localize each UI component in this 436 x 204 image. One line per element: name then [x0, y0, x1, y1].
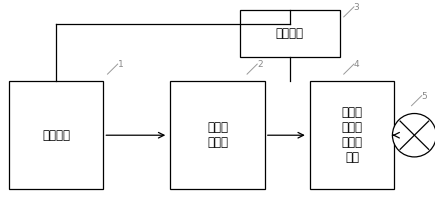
Text: 1: 1	[117, 60, 123, 69]
Bar	[9, 81, 103, 190]
Text: 2: 2	[257, 60, 262, 69]
Ellipse shape	[392, 113, 436, 157]
Bar	[170, 81, 265, 190]
Bar	[310, 81, 395, 190]
Text: 3: 3	[354, 3, 360, 12]
Text: 5: 5	[422, 92, 427, 101]
Text: 4: 4	[354, 60, 359, 69]
Text: 半桥驱
动及混
合点火
电路: 半桥驱 动及混 合点火 电路	[341, 106, 363, 164]
Bar	[240, 10, 340, 57]
Text: 开关驱
动电路: 开关驱 动电路	[207, 121, 228, 149]
Text: 微控制器: 微控制器	[42, 129, 70, 142]
Text: 反馈电路: 反馈电路	[276, 27, 304, 40]
